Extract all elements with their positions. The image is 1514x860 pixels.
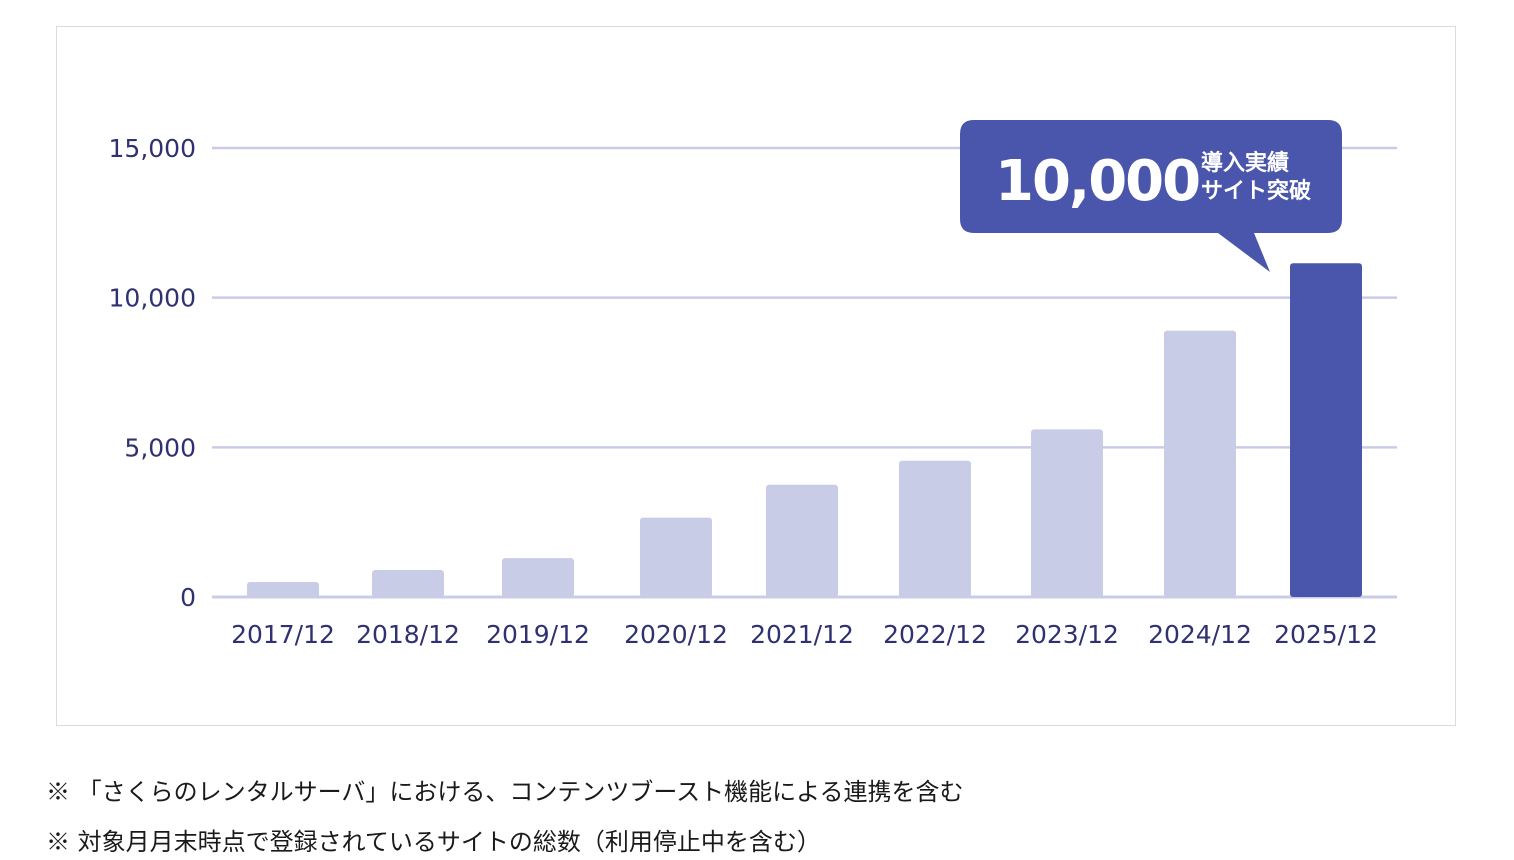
y-tick-label: 10,000 (109, 284, 196, 313)
x-tick-label: 2025/12 (1274, 620, 1378, 649)
y-axis-ticks: 0 5,000 10,000 15,000 (109, 134, 196, 612)
y-tick-label: 0 (180, 583, 196, 612)
callout-value: 10,000 (995, 149, 1199, 214)
x-tick-label: 2023/12 (1015, 620, 1119, 649)
x-tick-label: 2021/12 (750, 620, 854, 649)
x-tick-label: 2020/12 (624, 620, 728, 649)
callout-line-2: サイト突破 (1201, 178, 1311, 204)
x-tick-label: 2019/12 (486, 620, 590, 649)
footnote-2: ※ 対象月月末時点で登録されているサイトの総数（利用停止中を含む） (46, 828, 821, 856)
bar (1164, 330, 1236, 597)
bar (372, 570, 444, 597)
bar (502, 558, 574, 597)
x-tick-label: 2024/12 (1148, 620, 1252, 649)
bar (899, 460, 971, 597)
x-tick-label: 2017/12 (231, 620, 335, 649)
bar (640, 517, 712, 597)
bar (766, 484, 838, 597)
callout-bubble (960, 120, 1342, 272)
callout-line-1: 導入実績 (1201, 150, 1289, 176)
y-tick-label: 5,000 (124, 433, 196, 462)
bar (1290, 263, 1362, 597)
callout: 10,000 導入実績 サイト突破 (960, 120, 1342, 272)
x-axis-ticks: 2017/12 2018/12 2019/12 2020/12 2021/12 2022/… (231, 620, 1378, 649)
bar (247, 582, 319, 597)
x-tick-label: 2022/12 (883, 620, 987, 649)
y-tick-label: 15,000 (109, 134, 196, 163)
bar (1031, 429, 1103, 597)
x-tick-label: 2018/12 (356, 620, 460, 649)
footnote-1: ※ 「さくらのレンタルサーバ」における、コンテンツブースト機能による連携を含む (46, 778, 964, 806)
bars (247, 263, 1362, 597)
